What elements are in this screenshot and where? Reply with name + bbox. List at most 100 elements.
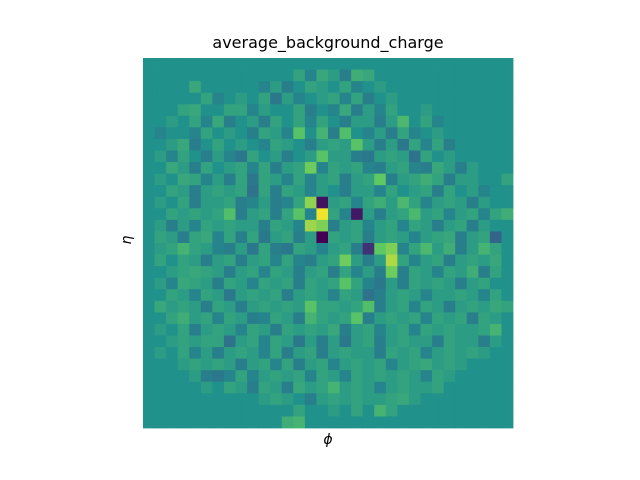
heatmap-cell xyxy=(316,312,329,325)
heatmap-cell xyxy=(443,81,456,94)
heatmap-cell xyxy=(478,347,491,360)
heatmap-cell xyxy=(362,300,375,313)
heatmap-cell xyxy=(328,219,340,232)
heatmap-cell xyxy=(362,243,375,255)
heatmap-cell xyxy=(397,81,410,94)
heatmap-cell xyxy=(154,416,167,429)
heatmap-cell xyxy=(293,150,306,163)
heatmap-cell xyxy=(408,266,421,279)
heatmap-cell xyxy=(200,127,213,140)
heatmap-cell xyxy=(362,150,375,163)
heatmap-cell xyxy=(339,243,352,255)
heatmap-cell xyxy=(466,300,479,313)
heatmap-cell xyxy=(420,323,433,336)
heatmap-cell xyxy=(397,219,410,232)
heatmap-cell xyxy=(328,404,340,417)
heatmap-cell xyxy=(478,335,491,348)
heatmap-cell xyxy=(235,219,248,232)
heatmap-cell xyxy=(501,115,514,128)
heatmap-cell xyxy=(385,266,398,279)
heatmap-cell xyxy=(362,208,375,221)
heatmap-cell xyxy=(281,370,294,383)
heatmap-cell xyxy=(501,335,514,348)
heatmap-cell xyxy=(304,104,317,117)
heatmap-cell xyxy=(466,115,479,128)
heatmap-cell xyxy=(212,347,225,360)
heatmap-cell xyxy=(281,393,294,406)
heatmap-cell xyxy=(443,358,456,371)
heatmap-cell xyxy=(362,323,375,336)
heatmap-cell xyxy=(223,219,236,232)
heatmap-cell xyxy=(270,404,283,417)
heatmap-cell xyxy=(385,208,398,221)
heatmap-cell xyxy=(258,370,271,383)
heatmap-cell xyxy=(408,69,421,82)
heatmap-cell xyxy=(258,289,271,302)
heatmap-cell xyxy=(362,358,375,371)
heatmap-cell xyxy=(223,196,236,209)
heatmap-cell xyxy=(478,323,491,336)
heatmap-cell xyxy=(177,92,190,105)
heatmap-cell xyxy=(408,335,421,348)
heatmap-cell xyxy=(385,370,398,383)
heatmap-cell xyxy=(304,219,317,232)
heatmap-cell xyxy=(501,231,514,244)
heatmap-cell xyxy=(408,173,421,186)
heatmap-cell xyxy=(189,185,202,198)
heatmap-cell xyxy=(200,358,213,371)
heatmap-cell xyxy=(293,58,306,70)
heatmap-cell xyxy=(281,312,294,325)
heatmap-cell xyxy=(397,231,410,244)
heatmap-cell xyxy=(154,335,167,348)
heatmap-cell xyxy=(304,300,317,313)
heatmap-cell xyxy=(189,173,202,186)
heatmap-cell xyxy=(166,335,179,348)
heatmap-cell xyxy=(247,219,260,232)
heatmap-cell xyxy=(281,347,294,360)
heatmap-cell xyxy=(154,254,167,267)
heatmap-cell xyxy=(351,300,364,313)
heatmap-cell xyxy=(420,104,433,117)
heatmap-cell xyxy=(270,393,283,406)
heatmap-cell xyxy=(455,58,468,70)
heatmap-cell xyxy=(247,347,260,360)
heatmap-cell xyxy=(501,312,514,325)
heatmap-cell xyxy=(489,92,502,105)
heatmap-cell xyxy=(455,231,468,244)
heatmap-cell xyxy=(177,289,190,302)
heatmap-cell xyxy=(455,150,468,163)
heatmap-cell xyxy=(362,416,375,429)
heatmap-cell xyxy=(200,104,213,117)
heatmap-cell xyxy=(432,335,445,348)
heatmap-cell xyxy=(408,254,421,267)
heatmap-cell xyxy=(339,115,352,128)
heatmap-cell xyxy=(455,300,468,313)
heatmap-cell xyxy=(247,370,260,383)
heatmap-cell xyxy=(374,312,387,325)
heatmap-cell xyxy=(281,196,294,209)
heatmap-cell xyxy=(270,277,283,290)
heatmap-cell xyxy=(258,138,271,151)
heatmap-cell xyxy=(212,115,225,128)
heatmap-cell xyxy=(293,335,306,348)
heatmap-cell xyxy=(177,381,190,394)
heatmap-cell xyxy=(374,370,387,383)
heatmap-cell xyxy=(339,254,352,267)
heatmap-cell xyxy=(466,162,479,175)
heatmap-cell xyxy=(143,104,155,117)
heatmap-cell xyxy=(270,312,283,325)
heatmap-cell xyxy=(223,358,236,371)
heatmap-cell xyxy=(293,404,306,417)
heatmap-cell xyxy=(466,150,479,163)
heatmap-cell xyxy=(143,219,155,232)
heatmap-cell xyxy=(212,92,225,105)
heatmap-cell xyxy=(247,289,260,302)
heatmap-cell xyxy=(258,173,271,186)
heatmap-cell xyxy=(143,266,155,279)
heatmap-cell xyxy=(189,266,202,279)
heatmap-cell xyxy=(397,185,410,198)
heatmap-cell xyxy=(247,323,260,336)
heatmap-cell xyxy=(200,370,213,383)
heatmap-cell xyxy=(374,381,387,394)
heatmap-cell xyxy=(304,81,317,94)
